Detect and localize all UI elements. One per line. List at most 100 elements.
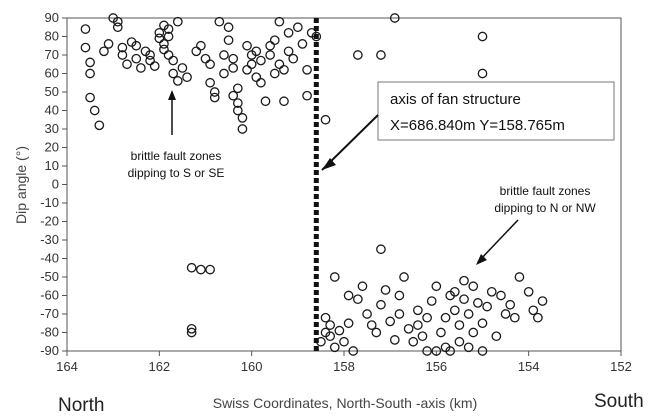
y-tick-label: 30 [45,121,59,136]
data-point [343,318,354,329]
data-point [154,27,165,38]
y-tick-label: 50 [45,84,59,99]
data-point [463,309,474,319]
data-point [168,55,179,66]
data-point [459,294,469,305]
data-point [122,59,132,70]
data-point [163,31,174,42]
data-point [477,318,488,329]
data-point [329,342,340,353]
data-point [269,68,280,79]
annotation-2-arrowhead [476,254,487,265]
data-point [459,275,469,286]
data-point [449,305,460,316]
data-point [394,290,405,301]
data-point [505,299,516,310]
data-point [163,24,174,34]
north-label: North [58,395,104,416]
data-point [131,53,142,64]
annotation-1-line1: brittle fault zones [131,149,222,163]
x-tick-label: 162 [148,359,170,374]
data-points [80,13,548,356]
data-point [228,90,239,101]
data-point [186,327,197,338]
data-point [422,346,432,356]
data-point [528,305,539,316]
fan-axis-coords: X=686.840m Y=158.765m [390,117,565,134]
data-point [352,50,363,60]
y-tick-label: 20 [45,140,59,155]
data-point [297,39,308,49]
y-tick-label: 10 [45,158,59,173]
data-point [496,290,506,301]
y-axis-label: Dip angle (°) [13,146,29,224]
y-tick-label: -90 [40,343,59,358]
y-tick-label: -10 [40,195,59,210]
data-point [237,124,248,134]
data-point [186,323,197,334]
data-point [99,46,109,57]
fan-axis-arrowhead [322,158,336,170]
data-point [366,320,377,330]
data-point [302,64,312,75]
data-point [362,309,372,319]
x-tick-label: 160 [241,359,263,374]
data-point [394,309,405,319]
y-tick-label: 70 [45,47,59,62]
data-point [477,346,488,356]
data-point [209,92,220,103]
y-axis-ticks: 90 80 70 60 50 40 30 20 10 0 -10 -20 -30 -40 -50 -60 -70… [40,10,67,358]
data-point [85,92,95,103]
south-label: South [594,391,644,412]
data-point [292,22,303,33]
data-point [325,320,335,330]
x-tick-label: 152 [610,359,632,374]
data-point [514,272,525,282]
data-point [80,24,91,34]
y-tick-label: 0 [52,177,59,192]
data-point [357,281,368,292]
data-point [228,63,239,73]
x-tick-label: 154 [518,359,540,374]
data-point [196,264,206,275]
x-tick-label: 156 [425,359,447,374]
data-point [80,42,91,53]
data-point [283,27,294,38]
data-point [117,42,128,53]
x-tick-label: 164 [56,359,78,374]
data-point [477,68,488,79]
annotation-2-line2: dipping to N or NW [494,201,596,215]
data-point [288,53,299,64]
data-point [454,336,465,347]
data-point [223,35,234,46]
data-point [228,53,239,64]
data-point [279,96,289,107]
annotation-1-arrowhead [168,90,176,100]
data-point [440,312,451,323]
data-point [149,61,160,71]
data-point [172,16,183,27]
data-point [352,294,363,305]
data-point [85,68,95,79]
data-point [320,312,331,323]
data-point [214,16,225,27]
data-point [219,50,229,60]
data-point [172,76,183,86]
x-axis-label: Swiss Coordinates, North-South -axis (km… [213,395,478,411]
data-point [422,312,432,323]
data-point [131,40,142,51]
data-point [232,98,243,108]
y-tick-label: -80 [40,325,59,340]
y-tick-label: -60 [40,288,59,303]
data-point [103,39,114,49]
data-point [449,286,460,297]
y-tick-label: 90 [45,10,59,25]
data-point [274,16,285,27]
data-point [376,244,386,255]
data-point [426,296,437,306]
data-point [343,290,354,301]
data-point [283,46,294,57]
data-point [219,68,229,79]
data-point [486,286,497,297]
y-tick-label: 80 [45,29,59,44]
